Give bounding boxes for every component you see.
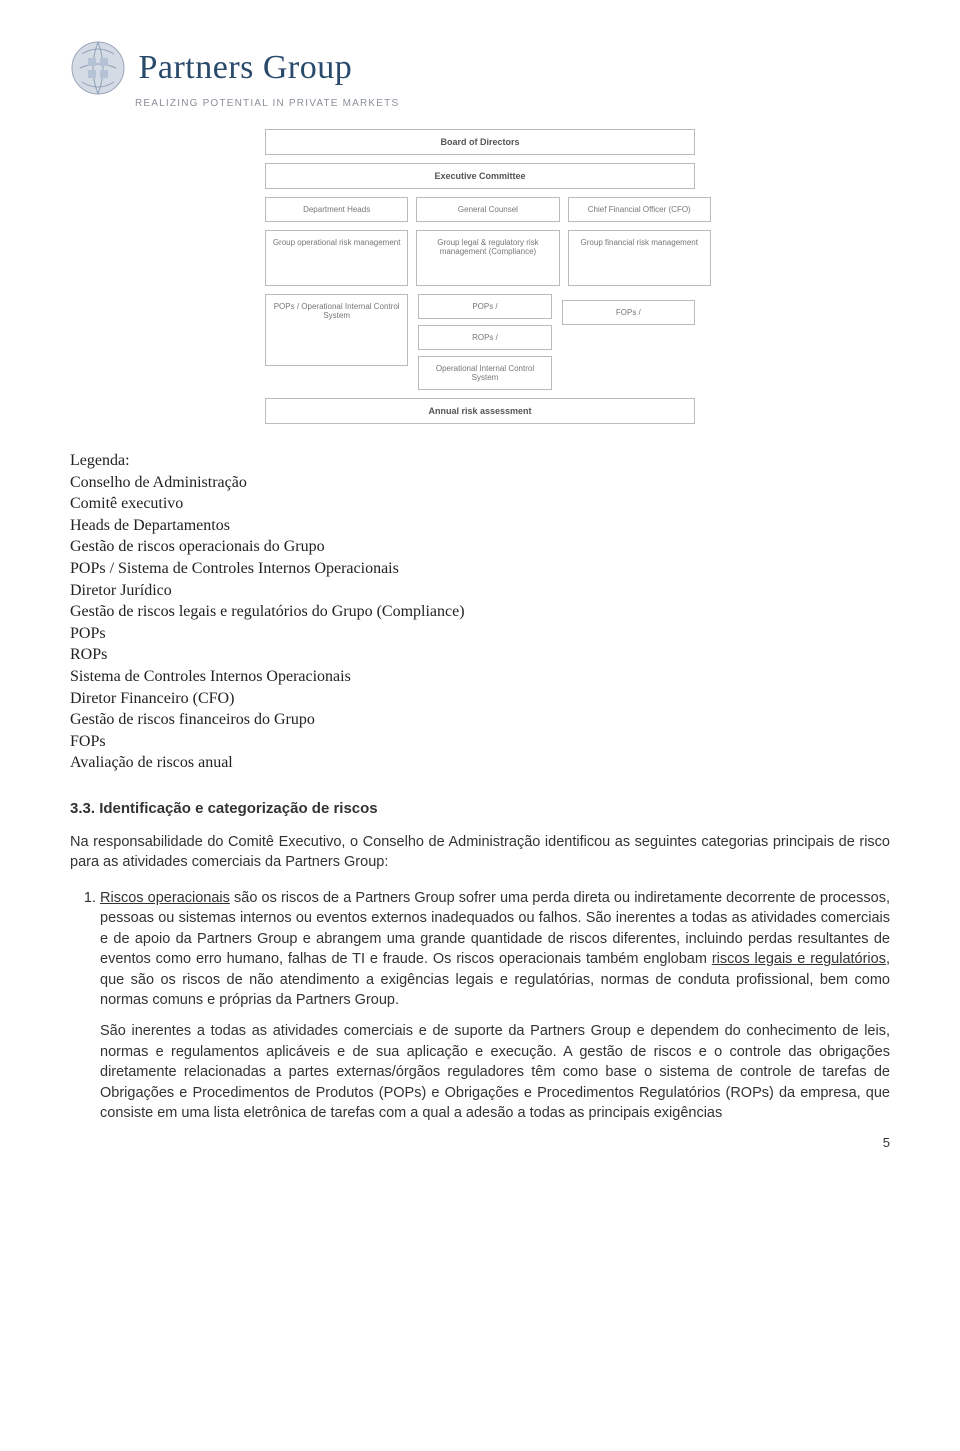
org-box-cfo: Chief Financial Officer (CFO): [568, 197, 711, 222]
risk-label-legal: riscos legais e regulatórios: [712, 951, 886, 967]
org-box-dept-heads: Department Heads: [265, 197, 408, 222]
org-box-board: Board of Directors: [265, 129, 695, 155]
legend-line: FOPs: [70, 731, 890, 753]
org-box-general-counsel: General Counsel: [416, 197, 559, 222]
risk-list: Riscos operacionais são os riscos de a P…: [70, 888, 890, 1124]
org-box-op-risk: Group operational risk management: [265, 230, 408, 286]
legend-line: Comitê executivo: [70, 493, 890, 515]
org-box-oics: Operational Internal Control System: [418, 356, 551, 390]
section-intro: Na responsabilidade do Comitê Executivo,…: [70, 832, 890, 873]
legend-line: Sistema de Controles Internos Operaciona…: [70, 666, 890, 688]
section-heading: 3.3. Identificação e categorização de ri…: [70, 800, 890, 817]
risk-text-para2: São inerentes a todas as atividades come…: [100, 1021, 890, 1124]
risk-label-operational: Riscos operacionais: [100, 890, 230, 906]
org-box-pops: POPs / Operational Internal Control Syst…: [265, 294, 408, 366]
org-box-legal-risk: Group legal & regulatory risk management…: [416, 230, 559, 286]
org-box-pops2: POPs /: [418, 294, 551, 319]
page-number: 5: [883, 1135, 890, 1150]
legend-line: POPs / Sistema de Controles Internos Ope…: [70, 558, 890, 580]
legend-line: Gestão de riscos legais e regulatórios d…: [70, 601, 890, 623]
org-box-fin-risk: Group financial risk management: [568, 230, 711, 286]
org-box-annual-risk: Annual risk assessment: [265, 398, 695, 424]
brand-tagline: REALIZING POTENTIAL IN PRIVATE MARKETS: [135, 98, 890, 109]
legend-title: Legenda:: [70, 450, 890, 472]
legend-line: POPs: [70, 623, 890, 645]
brand-name: Partners Group: [138, 49, 352, 87]
org-box-fops: FOPs /: [562, 300, 695, 325]
brand-header: Partners Group REALIZING POTENTIAL IN PR…: [70, 40, 890, 109]
section-title: Identificação e categorização de riscos: [99, 800, 377, 817]
legend-line: Conselho de Administração: [70, 472, 890, 494]
org-box-rops: ROPs /: [418, 325, 551, 350]
legend-line: Diretor Jurídico: [70, 580, 890, 602]
legend-line: Gestão de riscos operacionais do Grupo: [70, 536, 890, 558]
legend-line: Diretor Financeiro (CFO): [70, 688, 890, 710]
list-item: Riscos operacionais são os riscos de a P…: [100, 888, 890, 1124]
globe-icon: [70, 40, 126, 96]
org-chart-diagram: Board of Directors Executive Committee D…: [265, 129, 695, 424]
section-number: 3.3.: [70, 800, 95, 817]
legend-line: Avaliação de riscos anual: [70, 752, 890, 774]
legend-block: Legenda: Conselho de Administração Comit…: [70, 450, 890, 774]
legend-line: ROPs: [70, 644, 890, 666]
org-box-exec: Executive Committee: [265, 163, 695, 189]
legend-line: Gestão de riscos financeiros do Grupo: [70, 709, 890, 731]
legend-line: Heads de Departamentos: [70, 515, 890, 537]
